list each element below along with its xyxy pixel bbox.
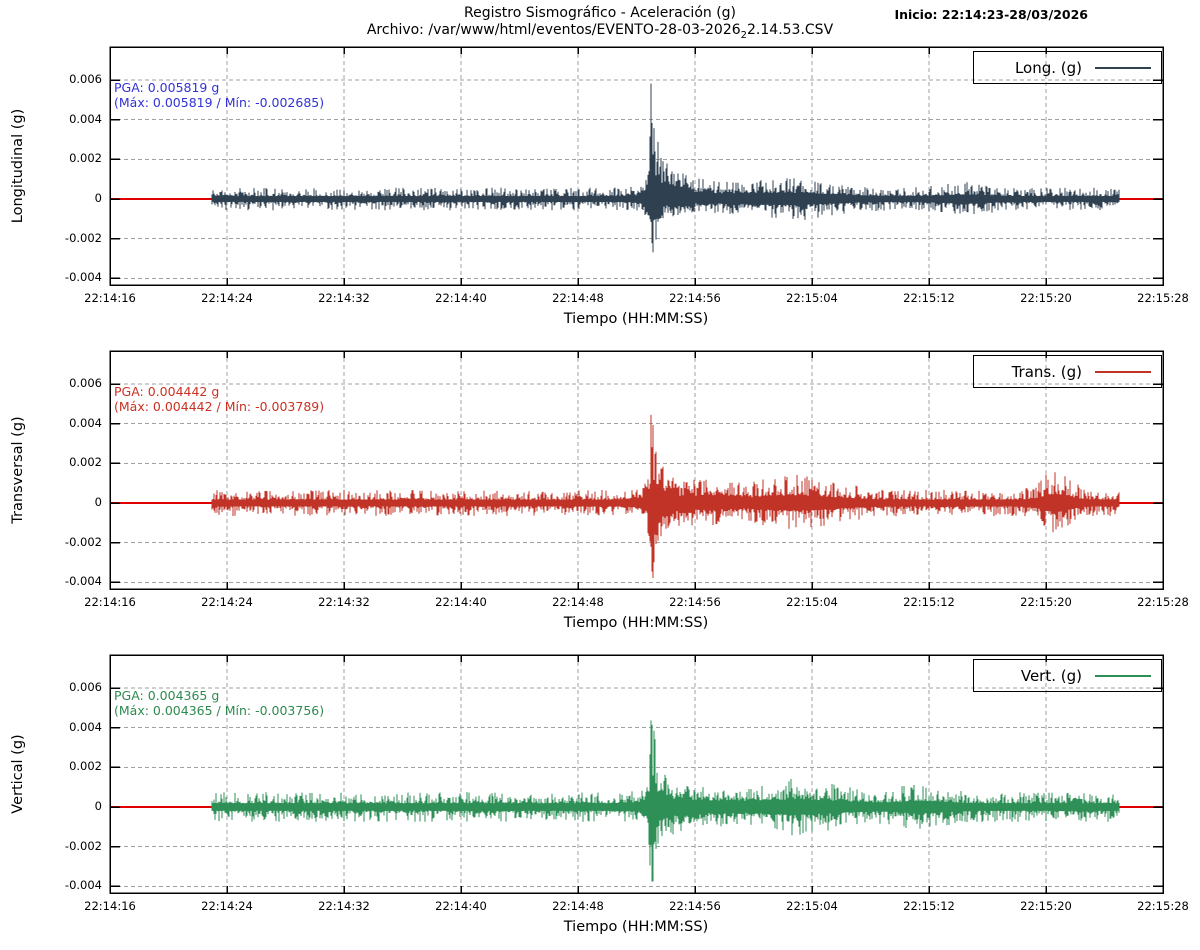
waveform-transversal [211,414,1120,579]
legend-box-vertical: Vert. (g) [973,659,1162,692]
y-axis-label-longitudinal: Longitudinal (g) [10,108,26,224]
y-tick-label: -0.002 [64,534,102,549]
x-tick-label: 22:14:48 [552,899,604,913]
y-tick-label: 0.006 [69,680,102,694]
x-tick-label: 22:15:04 [786,291,838,305]
y-tick-label: -0.002 [64,230,102,245]
y-tick-label: 0.004 [69,719,102,734]
pga-annotation-longitudinal: PGA: 0.005819 g (Máx: 0.005819 / Mín: -0… [114,80,324,110]
y-tick-label: -0.004 [64,574,102,589]
chart-subtitle-file-path: Archivo: /var/www/html/eventos/EVENTO-28… [0,22,1200,44]
x-tick-label: 22:14:24 [201,899,253,913]
x-tick-label: 22:14:16 [84,899,136,913]
y-tick-label: 0.006 [69,376,102,390]
legend-line-sample [1095,370,1151,373]
file-path-prefix: Archivo: /var/www/html/eventos/EVENTO-28… [366,22,741,38]
pga-annotation-transversal: PGA: 0.004442 g (Máx: 0.004442 / Mín: -0… [114,384,324,414]
x-tick-label: 22:15:28 [1137,595,1189,609]
y-tick-label: 0 [94,191,102,205]
x-axis-label: Tiempo (HH:MM:SS) [563,311,709,327]
x-tick-label: 22:15:20 [1020,595,1072,609]
x-tick-label: 22:14:40 [435,899,487,913]
file-path-subscript: 2 [740,29,748,41]
x-axis-label: Tiempo (HH:MM:SS) [563,919,709,935]
pga-value: PGA: 0.004365 g [114,688,220,703]
legend-line-sample [1095,66,1151,69]
y-tick-label: 0 [94,799,102,813]
pga-max-min: (Máx: 0.004365 / Mín: -0.003756) [114,703,325,718]
panel-vertical: Vertical (g) PGA: 0.004365 g (Máx: 0.004… [0,655,1200,950]
legend-box-longitudinal: Long. (g) [973,51,1162,84]
waveform-vertical [211,720,1120,882]
y-tick-label: 0.002 [69,759,102,774]
x-tick-label: 22:15:12 [903,899,955,913]
start-time-label: Inicio: 22:14:23-28/03/2026 [894,7,1088,22]
y-axis-label-transversal: Transversal (g) [10,416,26,524]
x-tick-label: 22:15:04 [786,899,838,913]
y-tick-label: 0 [94,495,102,509]
y-tick-label: 0.002 [69,455,102,470]
x-tick-label: 22:14:40 [435,595,487,609]
y-tick-label: 0.004 [69,415,102,430]
x-tick-label: 22:14:56 [669,291,721,305]
x-tick-label: 22:14:56 [669,595,721,609]
waveform-longitudinal [211,83,1120,253]
x-tick-label: 22:14:16 [84,291,136,305]
x-tick-label: 22:14:40 [435,291,487,305]
x-tick-label: 22:15:12 [903,595,955,609]
x-tick-label: 22:14:32 [318,291,370,305]
x-tick-label: 22:14:56 [669,899,721,913]
file-path-suffix: 2.14.53.CSV [747,22,834,38]
x-tick-label: 22:15:04 [786,595,838,609]
pga-value: PGA: 0.004442 g [114,384,220,399]
y-tick-label: -0.002 [64,838,102,853]
x-tick-label: 22:14:32 [318,899,370,913]
x-axis-label: Tiempo (HH:MM:SS) [563,615,709,631]
y-tick-label: 0.004 [69,111,102,126]
legend-line-sample [1095,674,1151,677]
panel-transversal: Transversal (g) PGA: 0.004442 g (Máx: 0.… [0,351,1200,655]
title-block: Registro Sismográfico - Aceleración (g) … [0,5,1200,44]
y-tick-label: 0.002 [69,151,102,166]
x-tick-label: 22:14:32 [318,595,370,609]
legend-label: Trans. (g) [1011,362,1082,381]
y-axis-label-vertical: Vertical (g) [10,734,26,814]
pga-max-min: (Máx: 0.005819 / Mín: -0.002685) [114,95,325,110]
legend-label: Vert. (g) [1020,666,1082,685]
y-tick-label: -0.004 [64,878,102,893]
x-tick-label: 22:15:12 [903,291,955,305]
x-tick-label: 22:14:48 [552,291,604,305]
legend-label: Long. (g) [1014,58,1082,77]
panel-longitudinal: Longitudinal (g) PGA: 0.005819 g (Máx: 0… [0,47,1200,351]
x-tick-label: 22:14:24 [201,595,253,609]
pga-annotation-vertical: PGA: 0.004365 g (Máx: 0.004365 / Mín: -0… [114,688,324,718]
pga-max-min: (Máx: 0.004442 / Mín: -0.003789) [114,399,325,414]
x-tick-label: 22:15:28 [1137,899,1189,913]
chart-title: Registro Sismográfico - Aceleración (g) [463,5,737,21]
x-tick-label: 22:14:16 [84,595,136,609]
legend-box-transversal: Trans. (g) [973,355,1162,388]
pga-value: PGA: 0.005819 g [114,80,220,95]
x-tick-label: 22:14:48 [552,595,604,609]
x-tick-label: 22:15:28 [1137,291,1189,305]
y-tick-label: 0.006 [69,72,102,86]
x-tick-label: 22:14:24 [201,291,253,305]
x-tick-label: 22:15:20 [1020,291,1072,305]
x-tick-label: 22:15:20 [1020,899,1072,913]
y-tick-label: -0.004 [64,270,102,285]
